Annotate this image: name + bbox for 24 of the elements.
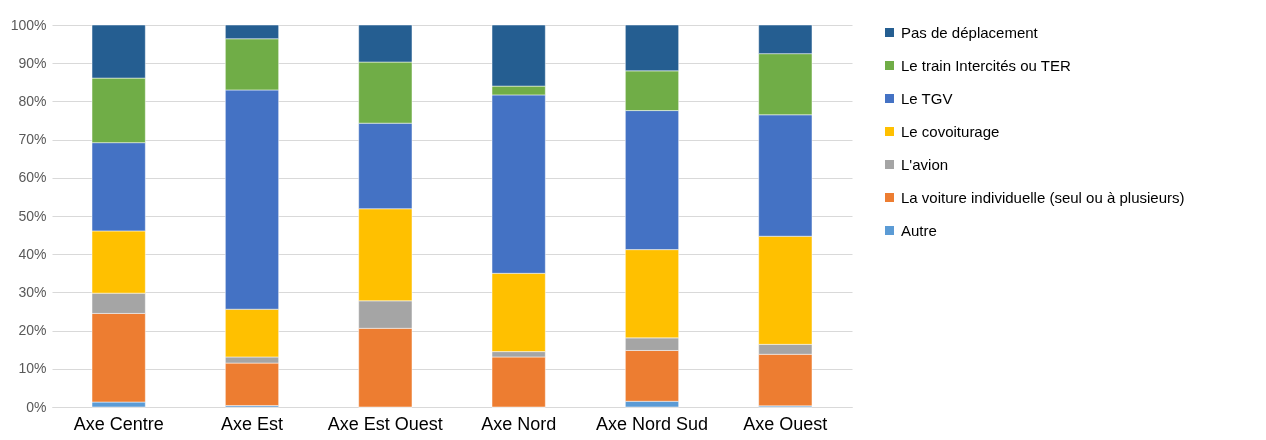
x-tick-label: Axe Ouest [743,413,828,434]
y-tick-label: 100% [10,16,47,33]
y-tick-label: 80% [18,92,47,109]
y-tick-label: 60% [18,169,47,186]
y-tick-label: 90% [18,54,47,71]
x-tick-label: Axe Est [220,413,284,434]
y-tick-label: 70% [18,131,47,148]
y-tick-label: 10% [18,360,47,377]
legend-label: Autre [901,221,937,239]
legend-label: Le covoiturage [901,122,1000,140]
y-tick-label: 40% [18,245,47,262]
legend-label: L'avion [901,155,949,173]
legend-label: La voiture individuelle (seul ou à plusieurs) [901,188,1185,206]
x-tick-label: Axe Centre [73,413,164,434]
legend-label: Le train Intercités ou TER [901,56,1071,74]
y-tick-label: 0% [26,398,47,415]
legend-label: Le TGV [901,89,953,107]
x-tick-label: Axe Nord Sud [595,413,709,434]
x-tick-label: Axe Nord [481,413,557,434]
legend-label: Pas de déplacement [901,23,1039,41]
y-tick-label: 30% [18,283,47,300]
x-tick-label: Axe Est Ouest [327,413,443,434]
y-tick-label: 50% [18,207,47,224]
y-tick-label: 20% [18,322,47,339]
